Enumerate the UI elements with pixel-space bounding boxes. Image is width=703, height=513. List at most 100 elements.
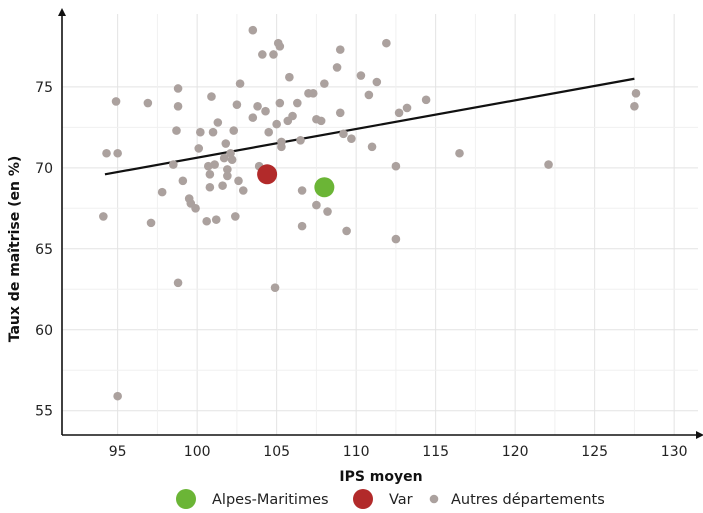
- x-tick-label: 115: [422, 444, 449, 460]
- tick-labels: 95 100 105 110 115 120 125 130 55 60 65 70 75: [35, 80, 687, 460]
- data-point: [172, 126, 181, 135]
- data-point: [275, 98, 285, 108]
- x-axis-title: IPS moyen: [339, 469, 422, 485]
- data-point: [455, 148, 464, 158]
- data-point: [296, 136, 305, 145]
- data-point: [234, 176, 243, 186]
- data-point: [356, 71, 366, 80]
- data-point: [253, 101, 262, 111]
- data-point: [402, 103, 412, 113]
- data-point: [173, 278, 183, 288]
- y-tick-label: 55: [35, 404, 53, 420]
- y-axis-arrow-icon: [58, 8, 66, 16]
- data-point: [364, 90, 374, 100]
- data-point: [631, 89, 641, 98]
- highlight-point: [257, 164, 278, 185]
- data-point: [205, 182, 215, 192]
- data-point: [173, 84, 183, 93]
- data-point: [261, 106, 270, 116]
- data-point: [235, 79, 245, 88]
- x-tick-label: 100: [184, 444, 211, 460]
- data-point: [382, 38, 391, 48]
- data-point: [316, 116, 326, 126]
- data-point: [367, 142, 377, 152]
- data-point: [544, 160, 553, 169]
- y-tick-label: 70: [35, 161, 53, 177]
- points-group: [99, 25, 641, 401]
- data-point: [223, 165, 232, 174]
- data-point: [223, 171, 232, 181]
- data-point: [630, 101, 639, 111]
- data-point: [169, 160, 178, 169]
- data-point: [221, 139, 231, 148]
- data-point: [113, 391, 122, 401]
- data-point: [308, 89, 318, 98]
- data-point: [277, 142, 286, 152]
- data-point: [196, 127, 205, 137]
- data-point: [231, 212, 240, 221]
- data-point: [335, 108, 345, 118]
- x-tick-label: 120: [502, 444, 529, 460]
- data-point: [347, 134, 356, 143]
- data-point: [297, 221, 307, 231]
- data-point: [332, 63, 342, 72]
- data-point: [229, 126, 239, 135]
- data-point: [320, 79, 329, 88]
- data-point: [211, 215, 221, 224]
- data-point: [194, 144, 204, 153]
- grid: [62, 14, 698, 435]
- data-point: [297, 186, 307, 195]
- data-point: [248, 25, 258, 35]
- data-point: [99, 212, 108, 221]
- data-point: [210, 160, 219, 169]
- data-point: [102, 148, 111, 158]
- data-point: [312, 200, 321, 210]
- data-point: [205, 170, 215, 179]
- x-tick-label: 105: [263, 444, 290, 460]
- data-point: [191, 204, 200, 213]
- data-point: [227, 155, 237, 165]
- x-tick-label: 130: [661, 444, 688, 460]
- y-tick-label: 60: [35, 323, 53, 339]
- data-point: [288, 111, 297, 121]
- data-point: [270, 283, 280, 292]
- data-point: [391, 234, 401, 244]
- legend-label: Var: [389, 492, 413, 508]
- data-point: [275, 42, 285, 51]
- x-axis-arrow-icon: [696, 431, 703, 439]
- data-point: [272, 119, 281, 129]
- trend-line: [104, 77, 635, 176]
- data-point: [293, 98, 302, 108]
- y-tick-label: 65: [35, 242, 53, 258]
- data-point: [342, 226, 351, 236]
- data-point: [391, 161, 401, 171]
- data-point: [394, 108, 404, 118]
- data-point: [372, 77, 382, 87]
- data-point: [173, 101, 183, 111]
- data-point: [248, 113, 258, 122]
- y-tick-label: 75: [35, 80, 53, 96]
- x-tick-label: 125: [581, 444, 608, 460]
- data-point: [208, 127, 218, 137]
- x-tick-label: 110: [343, 444, 370, 460]
- legend-swatch: [429, 494, 439, 504]
- data-point: [421, 95, 431, 105]
- data-point: [258, 50, 267, 59]
- data-point: [146, 218, 156, 228]
- data-point: [339, 129, 348, 139]
- data-point: [157, 187, 167, 197]
- data-point: [264, 127, 274, 137]
- legend-swatch: [176, 489, 196, 509]
- data-point: [202, 216, 211, 226]
- data-point: [238, 186, 248, 195]
- legend-label: Autres départements: [451, 492, 605, 508]
- data-point: [111, 97, 121, 106]
- axes: [58, 8, 703, 439]
- data-point: [232, 100, 242, 109]
- data-point: [219, 153, 229, 163]
- data-point: [285, 72, 294, 82]
- data-point: [207, 92, 216, 101]
- data-point: [213, 118, 223, 127]
- data-point: [335, 45, 345, 54]
